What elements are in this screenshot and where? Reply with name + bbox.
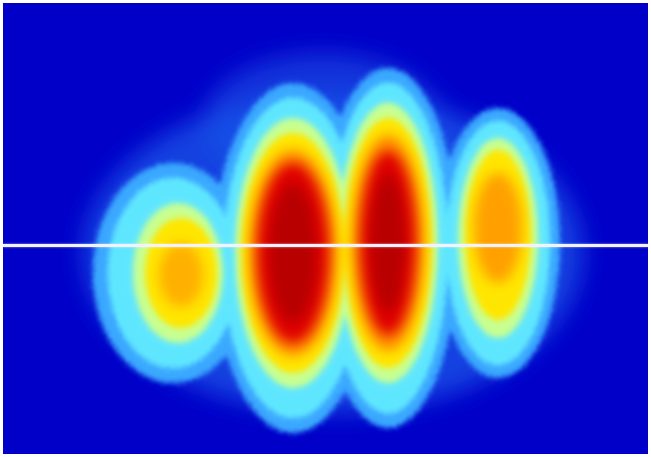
intensity-map xyxy=(83,53,583,433)
red-layer xyxy=(257,151,416,343)
horizontal-line xyxy=(3,244,648,247)
intensity-image xyxy=(3,3,648,454)
